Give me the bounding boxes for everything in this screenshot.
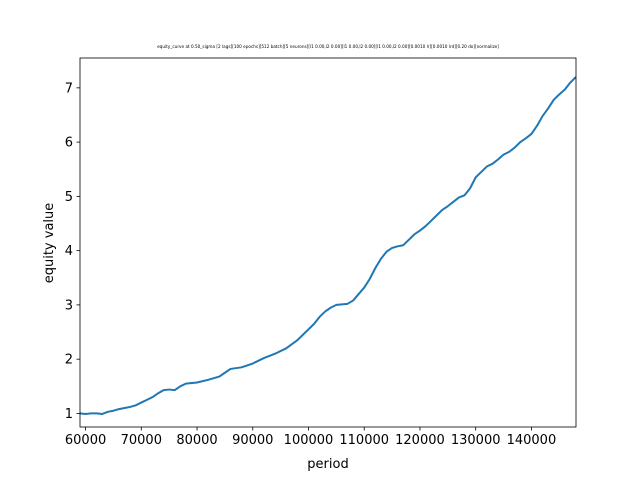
plot-area	[79, 57, 577, 428]
y-tick-label: 5	[65, 190, 73, 205]
x-axis-label: period	[307, 457, 348, 472]
x-tick-label: 130000	[451, 433, 501, 448]
x-tick-label: 80000	[176, 433, 217, 448]
y-tick-label: 4	[65, 244, 73, 259]
y-tick-label: 2	[65, 353, 73, 368]
axes-frame	[79, 57, 577, 428]
x-tick-label: 100000	[284, 433, 334, 448]
y-axis: 1 2 3 4 5 6 7	[65, 81, 80, 422]
x-tick-label: 60000	[65, 433, 106, 448]
x-tick-label: 70000	[121, 433, 162, 448]
y-tick-label: 6	[65, 136, 73, 151]
chart-title: equity_curve at 0.50_sigma [2 lags][100 …	[157, 44, 499, 49]
x-tick-label: 140000	[507, 433, 557, 448]
series-line-0	[80, 76, 576, 415]
x-tick-label: 120000	[395, 433, 445, 448]
x-axis: 60000 70000 80000 90000 100000 110000 120000 13…	[65, 427, 556, 448]
y-axis-label: equity value	[42, 203, 57, 284]
y-tick-label: 3	[65, 298, 73, 313]
x-tick-label: 110000	[339, 433, 389, 448]
x-tick-label: 90000	[232, 433, 273, 448]
y-tick-label: 7	[65, 81, 73, 96]
y-tick-label: 1	[65, 407, 73, 422]
